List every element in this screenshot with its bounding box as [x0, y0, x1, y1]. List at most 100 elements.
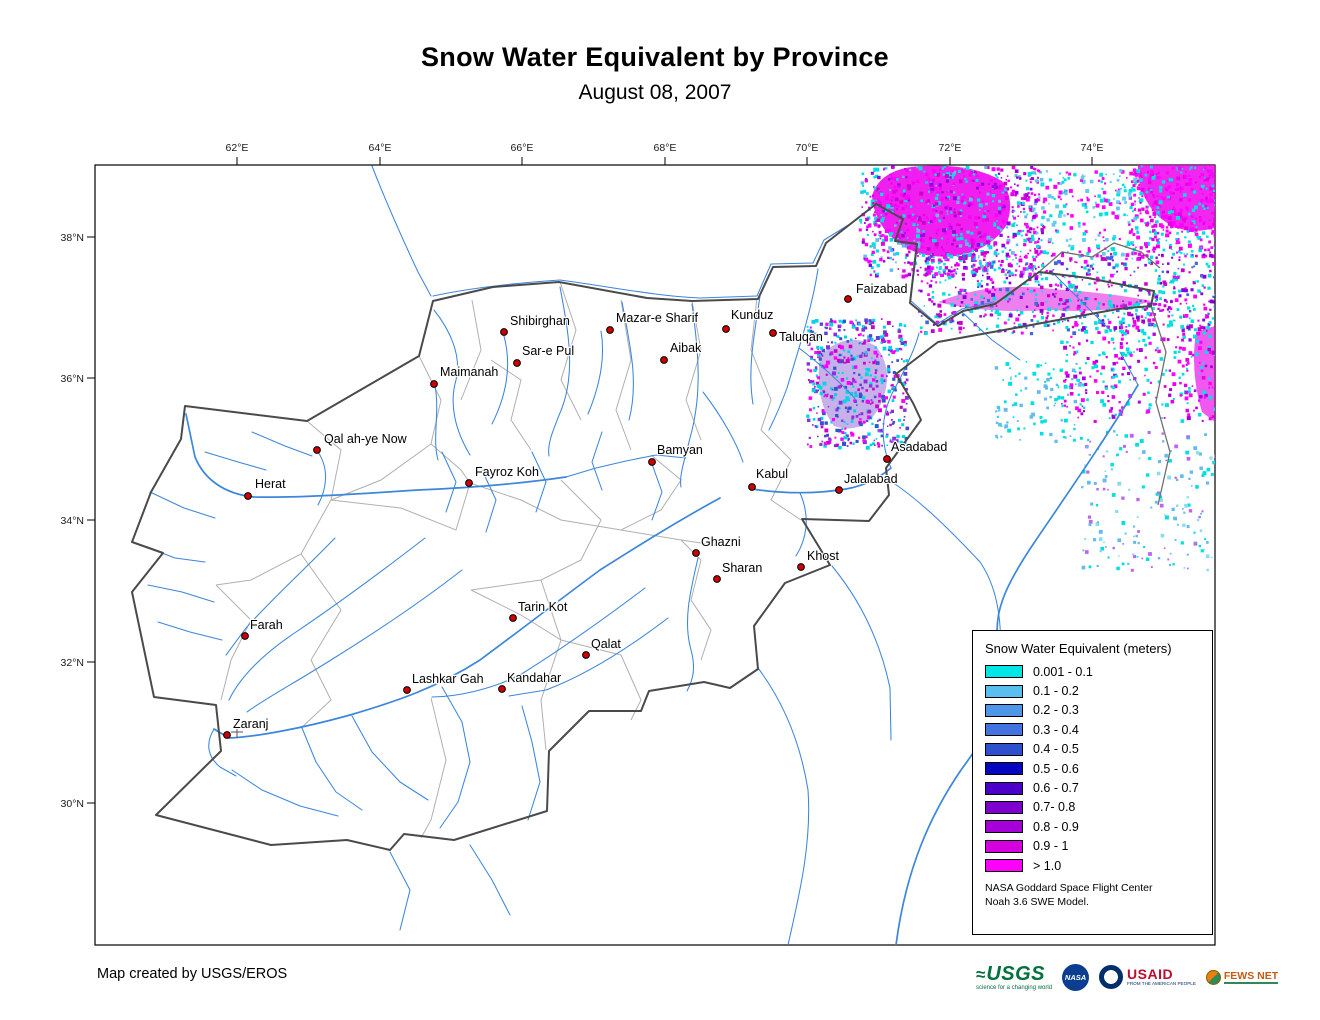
city-marker-sharan: Sharan: [713, 560, 763, 583]
legend-note-line2: Noah 3.6 SWE Model.: [985, 895, 1089, 908]
map-axes: 62°E 64°E 66°E 68°E 70°E 72°E 74°E 38°N 36°N 34°N…: [61, 142, 1104, 810]
city-dot: [648, 458, 656, 466]
usgs-tagline: science for a changing world: [976, 984, 1053, 991]
lon-label: 72°E: [939, 142, 962, 154]
city-label: Tarin Kot: [518, 600, 568, 614]
city-dot: [769, 329, 777, 337]
legend-entry: 0.001 - 0.1: [985, 662, 1202, 681]
legend-swatch: [985, 839, 1023, 853]
legend-title: Snow Water Equivalent (meters): [985, 641, 1172, 656]
legend-entry: 0.1 - 0.2: [985, 681, 1202, 700]
legend-swatch: [985, 742, 1023, 756]
fews-globe-icon: [1205, 969, 1221, 985]
city-dot: [430, 380, 438, 388]
city-dot: [509, 614, 517, 622]
city-marker-fayroz-koh: Fayroz Koh: [465, 464, 540, 487]
city-dot: [498, 685, 506, 693]
city-dot: [465, 479, 473, 487]
usgs-text: USGS: [986, 962, 1046, 985]
city-marker-kabul: Kabul: [748, 466, 789, 491]
city-label: Herat: [255, 477, 286, 491]
legend-swatch: [985, 684, 1023, 698]
city-marker-jalalabad: Jalalabad: [835, 471, 899, 494]
city-marker-ghazni: Ghazni: [692, 534, 742, 557]
city-dot: [748, 483, 756, 491]
title-block: Snow Water Equivalent by Province August…: [0, 42, 1310, 105]
city-label: Qalat: [591, 637, 621, 651]
legend-entry-label: 0.4 - 0.5: [1033, 742, 1079, 757]
city-dot: [660, 356, 668, 364]
usaid-seal-icon: [1099, 965, 1124, 989]
city-marker-maimanah: Maimanah: [430, 364, 500, 388]
city-dot: [313, 446, 321, 454]
city-label: Shibirghan: [510, 314, 570, 328]
city-marker-farah: Farah: [241, 617, 284, 640]
legend-entry: 0.4 - 0.5: [985, 740, 1202, 759]
map-subtitle: August 08, 2007: [578, 81, 732, 104]
graticule-cross: [231, 726, 243, 738]
legend-swatch: [985, 762, 1023, 776]
lon-label: 66°E: [511, 142, 534, 154]
map-credit: Map created by USGS/EROS: [97, 966, 288, 982]
legend-entries: 0.001 - 0.1 0.1 - 0.2 0.2 - 0.3 0.3 - 0.4 0.…: [985, 662, 1202, 875]
legend-entry-label: 0.1 - 0.2: [1033, 684, 1079, 699]
legend-entry-label: 0.3 - 0.4: [1033, 722, 1079, 737]
city-label: Qal ah-ye Now: [324, 432, 408, 446]
city-dot: [722, 325, 730, 333]
city-label: Taluqan: [779, 330, 823, 344]
city-dot: [844, 295, 852, 303]
external-boundaries: [1038, 242, 1171, 506]
city-marker-aibak: Aibak: [660, 340, 703, 364]
city-label: Bamyan: [657, 443, 703, 457]
usaid-logo: USAID FROM THE AMERICAN PEOPLE: [1099, 965, 1196, 989]
legend-entry: > 1.0: [985, 856, 1202, 875]
legend-swatch: [985, 703, 1023, 717]
city-label: Jalalabad: [844, 472, 898, 486]
legend-entry: 0.6 - 0.7: [985, 778, 1202, 797]
legend-entry-label: 0.8 - 0.9: [1033, 819, 1079, 834]
legend-entry: 0.9 - 1: [985, 837, 1202, 856]
legend-entry: 0.8 - 0.9: [985, 817, 1202, 836]
snow-raster-speckles: [806, 165, 1215, 572]
city-label: Maimanah: [440, 365, 498, 379]
legend-entry: 0.2 - 0.3: [985, 701, 1202, 720]
legend-swatch: [985, 800, 1023, 814]
lat-label: 30°N: [61, 798, 84, 810]
usgs-wordmark: ≈ USGS: [976, 964, 1052, 984]
nasa-text: NASA: [1064, 972, 1087, 982]
legend-note-line1: NASA Goddard Space Flight Center: [985, 882, 1153, 895]
lon-label: 68°E: [654, 142, 677, 154]
legend-entry-label: 0.5 - 0.6: [1033, 761, 1079, 776]
city-marker-qalat: Qalat: [582, 636, 623, 659]
legend-entry: 0.7- 0.8: [985, 798, 1202, 817]
city-label: Faizabad: [856, 282, 907, 296]
city-label: Asadabad: [891, 440, 947, 454]
city-dot: [606, 326, 614, 334]
legend-entry-label: 0.6 - 0.7: [1033, 781, 1079, 796]
legend-entry-label: 0.7- 0.8: [1033, 800, 1076, 815]
city-dot: [244, 492, 252, 500]
city-marker-lashkar-gah: Lashkar Gah: [403, 671, 485, 694]
city-markers: Faizabad Shibirghan Mazar-e Sharif Kunduz Ta…: [223, 281, 948, 739]
map-title: Snow Water Equivalent by Province: [420, 42, 889, 72]
nasa-logo: NASA: [1062, 963, 1090, 991]
country-border: [131, 203, 1155, 851]
city-marker-sar-e-pul: Sar-e Pul: [513, 343, 575, 367]
city-dot: [713, 575, 721, 583]
city-marker-shibirghan: Shibirghan: [500, 313, 571, 336]
city-marker-asadabad: Asadabad: [883, 439, 948, 463]
logo-strip: ≈ USGS science for a changing world NASA…: [976, 956, 1279, 998]
usaid-tagline: FROM THE AMERICAN PEOPLE: [1127, 980, 1196, 986]
city-label: Fayroz Koh: [475, 465, 539, 479]
city-marker-kandahar: Kandahar: [498, 670, 562, 693]
usaid-text: USAID: [1127, 966, 1174, 983]
city-dot: [513, 359, 521, 367]
legend-entry-label: 0.001 - 0.1: [1033, 664, 1093, 679]
city-marker-taluqan: Taluqan: [769, 329, 824, 345]
city-marker-bamyan: Bamyan: [648, 442, 704, 466]
city-marker-herat: Herat: [244, 476, 287, 500]
city-label: Ghazni: [701, 535, 741, 549]
lat-label: 38°N: [61, 232, 84, 244]
city-marker-faizabad: Faizabad: [844, 281, 909, 303]
